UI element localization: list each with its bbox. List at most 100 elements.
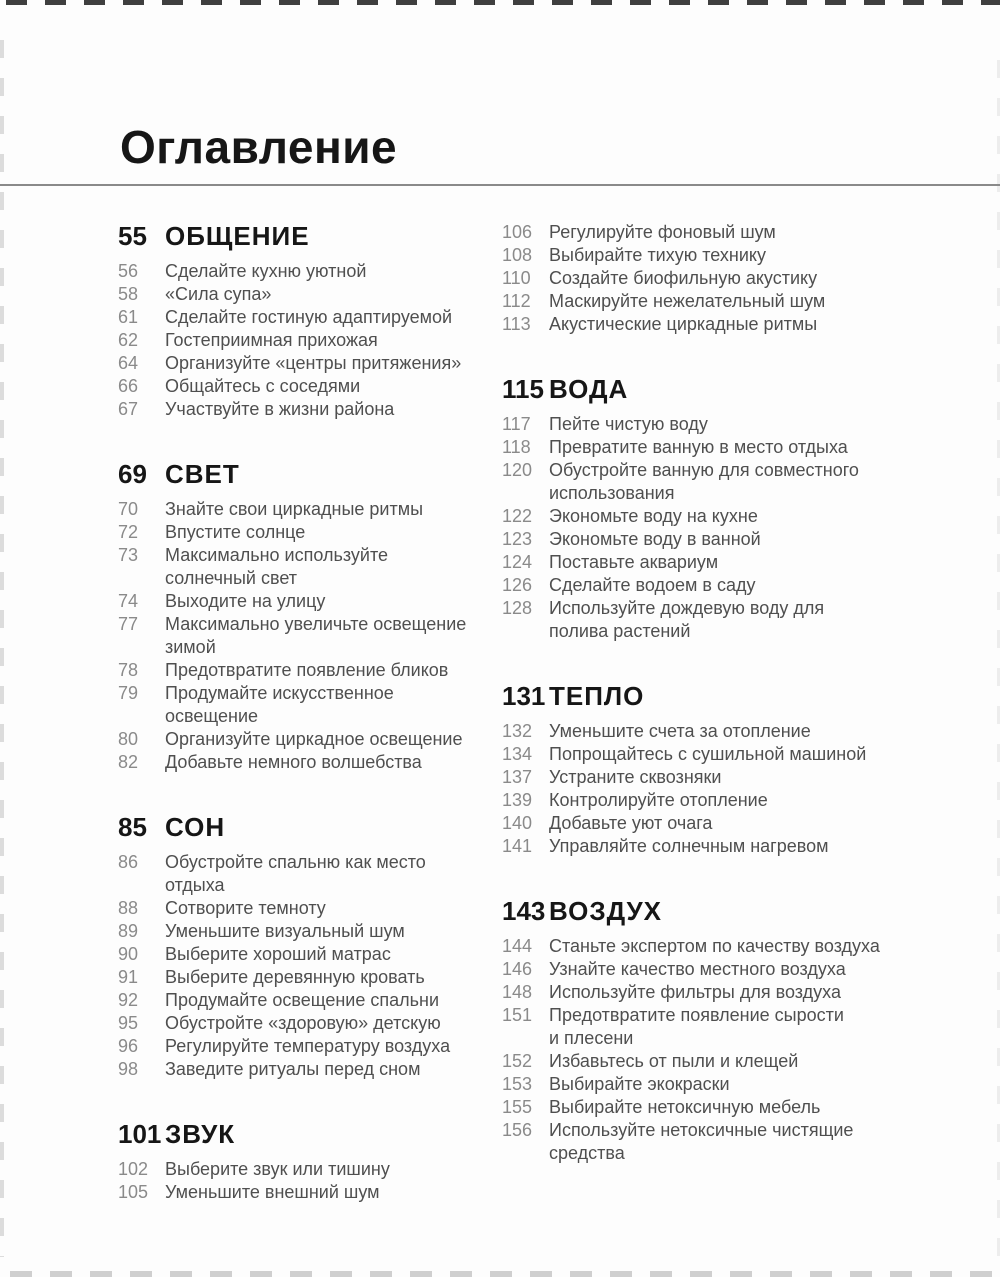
entry-page-number: 62 <box>118 330 139 350</box>
entry-page-number: 77 <box>118 614 139 634</box>
entry-title: Выбирайте нетоксичную мебель <box>549 1097 821 1117</box>
toc-entry: 137 Устраните сквозняки <box>502 766 950 789</box>
entry-title: Максимально используйте солнечный свет <box>165 545 389 588</box>
entry-title: Сделайте гостиную адаптируемой <box>165 307 453 327</box>
toc-entry: 141 Управляйте солнечным нагревом <box>502 835 950 858</box>
section-heading: 131 ТЕПЛО <box>502 681 950 712</box>
section-heading: 69 СВЕТ <box>118 459 490 490</box>
entry-page-number: 153 <box>502 1074 533 1094</box>
toc-entry: 110 Создайте биофильную акустику <box>502 267 950 290</box>
entry-title: Обустройте спальню как место отдыха <box>165 852 426 895</box>
toc-entry: 155 Выбирайте нетоксичную мебель <box>502 1096 950 1119</box>
toc-entry: 112 Маскируйте нежелательный шум <box>502 290 950 313</box>
entry-title: Станьте экспертом по качеству воздуха <box>549 936 880 956</box>
entry-page-number: 72 <box>118 522 139 542</box>
entry-page-number: 73 <box>118 545 139 565</box>
entry-page-number: 105 <box>118 1182 149 1202</box>
entry-title: Выберите звук или тишину <box>165 1159 390 1179</box>
toc-entry: 91 Выберите деревянную кровать <box>118 966 490 989</box>
entry-title: Акустические циркадные ритмы <box>549 314 818 334</box>
entry-title: Продумайте освещение спальни <box>165 990 439 1010</box>
entry-title: «Сила супа» <box>165 284 272 304</box>
entry-page-number: 112 <box>502 291 531 311</box>
toc-entry: 123 Экономьте воду в ванной <box>502 528 950 551</box>
entry-page-number: 86 <box>118 852 139 872</box>
entry-page-number: 118 <box>502 437 531 457</box>
toc-entry: 78 Предотвратите появление бликов <box>118 659 490 682</box>
entry-page-number: 113 <box>502 314 531 334</box>
toc-entry: 61 Сделайте гостиную адаптируемой <box>118 306 490 329</box>
toc-entry: 118 Превратите ванную в место отдыха <box>502 436 950 459</box>
entry-page-number: 67 <box>118 399 139 419</box>
entry-page-number: 110 <box>502 268 531 288</box>
toc-entry: 126 Сделайте водоем в саду <box>502 574 950 597</box>
section-title: ОБЩЕНИЕ <box>165 221 310 251</box>
entry-page-number: 137 <box>502 767 533 787</box>
entry-title: Выбирайте экокраски <box>549 1074 730 1094</box>
entry-page-number: 102 <box>118 1159 149 1179</box>
entry-title: Уменьшите счета за отопление <box>549 721 811 741</box>
toc-entry: 132 Уменьшите счета за отопление <box>502 720 950 743</box>
entry-title: Создайте биофильную акустику <box>549 268 818 288</box>
toc-entry: 88 Сотворите темноту <box>118 897 490 920</box>
toc-entry: 90 Выберите хороший матрас <box>118 943 490 966</box>
entry-page-number: 91 <box>118 967 139 987</box>
entry-page-number: 144 <box>502 936 533 956</box>
toc-entry: 67 Участвуйте в жизни района <box>118 398 490 421</box>
toc-entry: 152 Избавьтесь от пыли и клещей <box>502 1050 950 1073</box>
entry-title: Выберите деревянную кровать <box>165 967 425 987</box>
entry-title: Организуйте циркадное освещение <box>165 729 463 749</box>
toc-entry: 156 Используйте нетоксичные чистящие сред… <box>502 1119 950 1165</box>
toc-column-right: 106 Регулируйте фоновый шум 108 Выбирайте т… <box>502 221 950 1165</box>
entry-page-number: 148 <box>502 982 533 1002</box>
entry-page-number: 117 <box>502 414 531 434</box>
entry-page-number: 126 <box>502 575 533 595</box>
toc-entry: 64 Организуйте «центры притяжения» <box>118 352 490 375</box>
entry-title: Контролируйте отопление <box>549 790 768 810</box>
entry-page-number: 79 <box>118 683 139 703</box>
section-title: ТЕПЛО <box>549 681 645 711</box>
entry-page-number: 123 <box>502 529 533 549</box>
toc-entry: 117 Пейте чистую воду <box>502 413 950 436</box>
section-page-number: 85 <box>118 812 147 842</box>
entry-title: Организуйте «центры притяжения» <box>165 353 462 373</box>
entry-page-number: 92 <box>118 990 139 1010</box>
entry-page-number: 61 <box>118 307 139 327</box>
entry-page-number: 89 <box>118 921 139 941</box>
entry-title: Добавьте уют очага <box>549 813 713 833</box>
entry-title: Регулируйте температуру воздуха <box>165 1036 451 1056</box>
entry-title: Уменьшите визуальный шум <box>165 921 405 941</box>
entry-page-number: 74 <box>118 591 139 611</box>
section-title: ВОДА <box>549 374 629 404</box>
entry-page-number: 156 <box>502 1120 533 1140</box>
toc-entry: 120 Обустройте ванную для совместного исп… <box>502 459 950 505</box>
toc-column-left: 55 ОБЩЕНИЕ 56 Сделайте кухню уютной 58 «Сила … <box>118 221 490 1204</box>
toc-entry: 72 Впустите солнце <box>118 521 490 544</box>
toc-entry: 106 Регулируйте фоновый шум <box>502 221 950 244</box>
toc-section-69: 69 СВЕТ 70 Знайте свои циркадные ритмы 72 Впу… <box>118 459 490 774</box>
toc-entry: 124 Поставьте аквариум <box>502 551 950 574</box>
section-page-number: 115 <box>502 374 544 404</box>
entry-page-number: 58 <box>118 284 139 304</box>
entry-page-number: 132 <box>502 721 533 741</box>
crop-marks-top <box>6 0 1000 5</box>
entry-page-number: 82 <box>118 752 139 772</box>
section-page-number: 143 <box>502 896 546 926</box>
crop-marks-bottom <box>10 1271 1000 1277</box>
toc-section-continued: 106 Регулируйте фоновый шум 108 Выбирайте т… <box>502 221 950 336</box>
toc-entry: 74 Выходите на улицу <box>118 590 490 613</box>
entry-title: Максимально увеличьте освещение зимой <box>165 614 467 657</box>
entry-title: Участвуйте в жизни района <box>165 399 395 419</box>
section-title: ВОЗДУХ <box>549 896 662 926</box>
entry-title: Управляйте солнечным нагревом <box>549 836 829 856</box>
entry-title: Продумайте искусственное освещение <box>165 683 394 726</box>
entry-page-number: 78 <box>118 660 139 680</box>
section-title: ЗВУК <box>165 1119 236 1149</box>
section-page-number: 55 <box>118 221 147 251</box>
entry-page-number: 108 <box>502 245 533 265</box>
toc-entry: 146 Узнайте качество местного воздуха <box>502 958 950 981</box>
section-heading: 85 СОН <box>118 812 490 843</box>
toc-section-101: 101 ЗВУК 102 Выберите звук или тишину 105 Уме… <box>118 1119 490 1204</box>
entry-title: Экономьте воду в ванной <box>549 529 761 549</box>
